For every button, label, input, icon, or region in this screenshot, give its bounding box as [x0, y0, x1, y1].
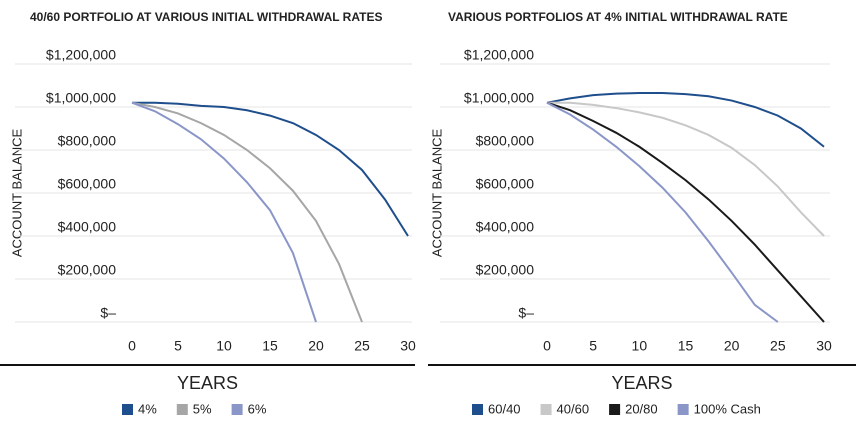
legend-swatch [609, 404, 621, 415]
series-line [131, 101, 363, 323]
y-tick-label: $200,000 [58, 262, 117, 278]
legend-label: 100% Cash [694, 401, 761, 416]
x-tick-label: 20 [308, 338, 324, 354]
x-tick-label: 10 [632, 338, 648, 354]
legend-label: 6% [248, 401, 267, 416]
chart-title: 40/60 PORTFOLIO AT VARIOUS INITIAL WITHD… [30, 10, 382, 24]
x-tick-label: 20 [724, 338, 740, 354]
series-line [547, 101, 825, 237]
series-line [546, 92, 825, 148]
y-tick-label: $600,000 [476, 176, 535, 192]
legend-label: 20/80 [625, 401, 658, 416]
legend-swatch [231, 404, 243, 415]
y-tick-label: $1,200,000 [46, 47, 116, 63]
x-tick-label: 5 [589, 338, 597, 354]
y-tick-label: $1,000,000 [46, 90, 116, 106]
y-tick-label: $800,000 [58, 133, 117, 149]
x-axis-label: YEARS [177, 373, 238, 393]
y-tick-label: $200,000 [476, 262, 535, 278]
legend-swatch [122, 404, 133, 415]
x-tick-label: 15 [262, 338, 278, 354]
x-tick-label: 25 [770, 338, 786, 354]
x-tick-label: 5 [174, 338, 182, 354]
y-tick-label: $800,000 [476, 133, 535, 149]
chart-title: VARIOUS PORTFOLIOS AT 4% INITIAL WITHDRA… [448, 10, 788, 24]
series-line [132, 101, 409, 237]
legend-swatch [540, 404, 552, 415]
x-tick-label: 30 [816, 338, 832, 354]
legend-label: 40/60 [557, 401, 590, 416]
x-axis-label: YEARS [611, 373, 672, 393]
y-tick-label: $– [100, 305, 116, 321]
y-tick-label: $– [518, 305, 534, 321]
y-tick-label: $600,000 [58, 176, 117, 192]
series-line [546, 101, 779, 323]
y-tick-label: $1,200,000 [464, 47, 534, 63]
legend-label: 4% [138, 401, 157, 416]
legend-label: 60/40 [488, 401, 521, 416]
y-tick-label: $400,000 [476, 219, 535, 235]
x-tick-label: 0 [128, 338, 136, 354]
legend-swatch [472, 404, 483, 415]
y-tick-label: $400,000 [58, 219, 117, 235]
legend-label: 5% [193, 401, 212, 416]
x-tick-label: 0 [543, 338, 551, 354]
x-tick-label: 30 [400, 338, 416, 354]
y-tick-label: $1,000,000 [464, 90, 534, 106]
x-tick-label: 10 [216, 338, 232, 354]
series-line [546, 101, 825, 323]
x-tick-label: 25 [354, 338, 370, 354]
legend-swatch [176, 404, 188, 415]
series-line [131, 101, 317, 323]
y-axis-label: ACCOUNT BALANCE [429, 128, 444, 257]
x-tick-label: 15 [678, 338, 694, 354]
legend-swatch [677, 404, 689, 415]
